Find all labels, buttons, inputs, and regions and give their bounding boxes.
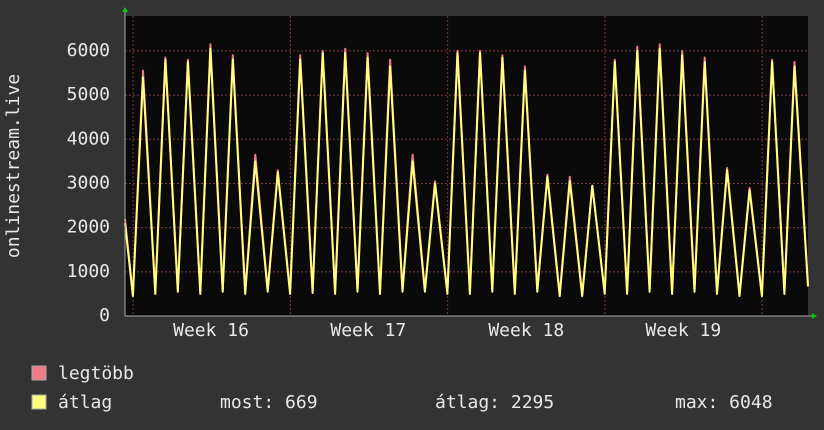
y-tick-label: 2000	[67, 217, 110, 238]
x-tick-label: Week 16	[173, 320, 249, 341]
legend-label: átlag	[58, 392, 112, 413]
x-tick-label: Week 17	[330, 320, 406, 341]
legend-swatch	[31, 365, 47, 381]
stat: max: 6048	[675, 392, 773, 413]
lines	[124, 43, 809, 298]
legend-swatch	[31, 394, 47, 410]
y-tick-label: 6000	[67, 40, 110, 61]
y-axis-label: onlinestream.live	[3, 74, 24, 258]
stat: átlag: 2295	[435, 392, 554, 413]
series-line	[124, 47, 809, 298]
x-tick-label: Week 19	[645, 320, 721, 341]
y-tick-label: 1000	[67, 261, 110, 282]
y-tick-label: 4000	[67, 128, 110, 149]
y-tick-label: 3000	[67, 172, 110, 193]
x-tick-label: Week 18	[488, 320, 564, 341]
y-tick-label: 5000	[67, 84, 110, 105]
axis-arrow	[812, 313, 817, 319]
axis-arrow	[122, 7, 128, 12]
y-tick-label: 0	[99, 305, 110, 326]
stat: most: 669	[220, 392, 318, 413]
legend-label: legtöbb	[58, 363, 134, 384]
grid	[125, 16, 808, 317]
